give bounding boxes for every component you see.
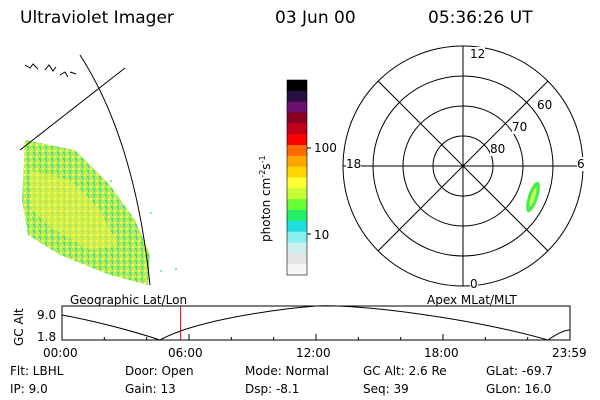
earth-limb-curve [79, 54, 151, 286]
colorbar-segment [287, 101, 307, 113]
terminator-line [19, 67, 126, 151]
info-ip: IP: 9.0 [10, 382, 48, 396]
aurora-core [30, 170, 118, 250]
info-door: Door: Open [125, 364, 194, 378]
colorbar-segment [287, 80, 307, 92]
colorbar-segment [287, 123, 307, 135]
info-glat: GLat: -69.7 [486, 364, 553, 378]
colorbar-segment [287, 264, 307, 276]
colorbar-segment [287, 90, 307, 103]
polar-label-12: 12 [470, 47, 486, 61]
info-filter: Flt: LBHL [10, 364, 64, 378]
noise-specks [110, 180, 177, 272]
polar-lat-80: 80 [490, 142, 506, 156]
colorbar-segment [287, 231, 307, 243]
time-tick-0600: 06:00 [168, 346, 203, 360]
colorbar-tick-10: 10 [314, 228, 330, 242]
polar-label-18: 18 [346, 157, 362, 171]
date-label: 03 Jun 00 [275, 8, 356, 28]
colorbar-segment [287, 242, 307, 254]
info-seq: Seq: 39 [363, 382, 409, 396]
polar-diagonal-2 [377, 80, 549, 252]
info-glon: GLon: 16.0 [486, 382, 552, 396]
time-tick-1200: 12:00 [296, 346, 331, 360]
info-gc-alt: GC Alt: 2.6 Re [363, 364, 447, 378]
polar-lat-60: 60 [537, 98, 553, 112]
colorbar-segment [287, 220, 307, 233]
colorbar-segment [287, 155, 307, 168]
coastline-scribble [24, 63, 77, 78]
polar-lat-70: 70 [512, 120, 528, 134]
colorbar-segment [287, 199, 307, 211]
info-gain: Gain: 13 [125, 382, 176, 396]
colorbar-segment [287, 145, 307, 157]
polar-label-0: 0 [470, 277, 478, 291]
colorbar-segment [287, 134, 307, 146]
time-label: 05:36:26 UT [428, 8, 533, 28]
colorbar-segment [287, 112, 307, 124]
altitude-curve [61, 305, 571, 341]
y-min-label: 1.8 [37, 330, 57, 344]
polar-label-6: 6 [577, 157, 585, 171]
time-tick-1800: 18:00 [424, 346, 459, 360]
y-max-label: 9.0 [37, 308, 57, 322]
info-dsp: Dsp: -8.1 [245, 382, 300, 396]
geographic-label: Geographic Lat/Lon [70, 293, 188, 307]
apex-label: Apex MLat/MLT [427, 293, 517, 307]
colorbar-segment [287, 210, 307, 222]
instrument-title: Ultraviolet Imager [20, 8, 174, 28]
time-tick-2359: 23:59 [552, 346, 587, 360]
colorbar-segment [287, 177, 307, 189]
colorbar-segment [287, 253, 307, 265]
time-tick-0000: 00:00 [43, 346, 78, 360]
colorbar-tick-100: 100 [314, 141, 337, 155]
colorbar-segment [287, 188, 307, 200]
colorbar-segment [287, 166, 307, 178]
info-mode: Mode: Normal [245, 364, 329, 378]
